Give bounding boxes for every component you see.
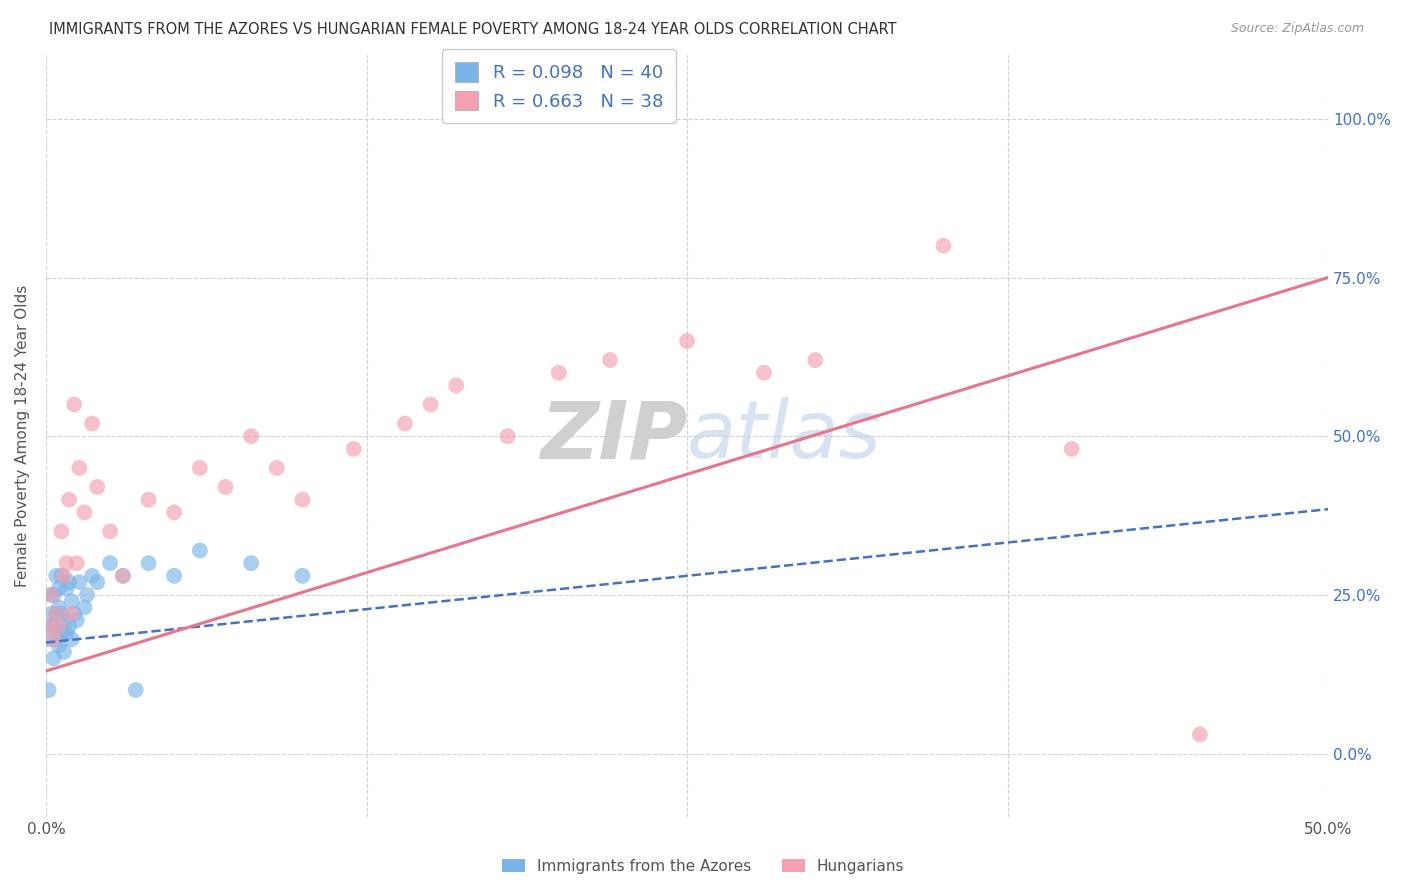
Point: [38, 619, 60, 633]
Point: [48, 600, 70, 615]
Point: [58, 492, 80, 507]
Point: [55, 626, 77, 640]
Point: [58, 619, 80, 633]
Point: [48, 619, 70, 633]
Point: [343, 442, 366, 456]
Text: Source: ZipAtlas.com: Source: ZipAtlas.com: [1230, 22, 1364, 36]
Point: [932, 239, 955, 253]
Point: [42, 619, 65, 633]
Text: IMMIGRANTS FROM THE AZORES VS HUNGARIAN FEMALE POVERTY AMONG 18-24 YEAR OLDS COR: IMMIGRANTS FROM THE AZORES VS HUNGARIAN …: [49, 22, 897, 37]
Point: [98, 524, 121, 539]
Point: [51, 607, 73, 621]
Point: [138, 556, 160, 570]
Point: [496, 429, 519, 443]
Point: [394, 417, 416, 431]
Point: [240, 556, 263, 570]
Point: [39, 588, 62, 602]
Point: [547, 366, 569, 380]
Point: [51, 524, 73, 539]
Point: [60, 607, 83, 621]
Point: [60, 632, 83, 647]
Point: [291, 492, 314, 507]
Point: [45, 607, 67, 621]
Point: [45, 632, 67, 647]
Point: [73, 505, 96, 519]
Point: [214, 480, 236, 494]
Point: [38, 632, 60, 647]
Point: [55, 556, 77, 570]
Point: [163, 569, 186, 583]
Point: [240, 429, 263, 443]
Point: [82, 569, 104, 583]
Point: [63, 607, 86, 621]
Point: [676, 334, 699, 348]
Legend: R = 0.098   N = 40, R = 0.663   N = 38: R = 0.098 N = 40, R = 0.663 N = 38: [441, 49, 676, 123]
Point: [58, 575, 80, 590]
Point: [125, 683, 148, 698]
Point: [51, 626, 73, 640]
Point: [55, 582, 77, 596]
Point: [1188, 727, 1211, 741]
Point: [38, 683, 60, 698]
Point: [1060, 442, 1083, 456]
Point: [111, 569, 134, 583]
Point: [86, 480, 108, 494]
Point: [39, 619, 62, 633]
Point: [804, 353, 827, 368]
Point: [446, 378, 468, 392]
Point: [67, 461, 90, 475]
Point: [76, 588, 98, 602]
Text: ZIP: ZIP: [540, 397, 688, 475]
Point: [45, 569, 67, 583]
Point: [51, 569, 73, 583]
Point: [163, 505, 186, 519]
Point: [52, 645, 75, 659]
Point: [73, 600, 96, 615]
Point: [599, 353, 621, 368]
Point: [291, 569, 314, 583]
Point: [52, 613, 75, 627]
Point: [48, 639, 70, 653]
Point: [60, 594, 83, 608]
Point: [48, 582, 70, 596]
Point: [419, 397, 441, 411]
Point: [42, 651, 65, 665]
Y-axis label: Female Poverty Among 18-24 Year Olds: Female Poverty Among 18-24 Year Olds: [15, 285, 30, 587]
Point: [266, 461, 288, 475]
Point: [752, 366, 775, 380]
Point: [111, 569, 134, 583]
Point: [45, 607, 67, 621]
Legend: Immigrants from the Azores, Hungarians: Immigrants from the Azores, Hungarians: [495, 853, 911, 880]
Text: atlas: atlas: [688, 397, 882, 475]
Point: [66, 556, 89, 570]
Point: [82, 417, 104, 431]
Point: [39, 588, 62, 602]
Point: [138, 492, 160, 507]
Point: [39, 607, 62, 621]
Point: [63, 397, 86, 411]
Point: [42, 632, 65, 647]
Point: [67, 575, 90, 590]
Point: [188, 461, 211, 475]
Point: [98, 556, 121, 570]
Point: [188, 543, 211, 558]
Point: [42, 588, 65, 602]
Point: [52, 569, 75, 583]
Point: [66, 613, 89, 627]
Point: [86, 575, 108, 590]
